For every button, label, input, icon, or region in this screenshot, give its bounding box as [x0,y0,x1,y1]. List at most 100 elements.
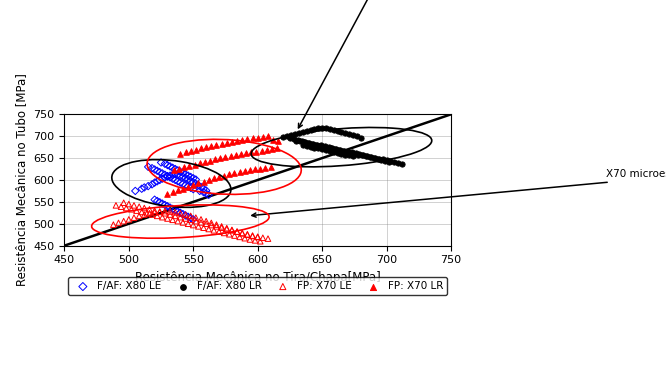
F/AF: X80 LE: (510, 580): X80 LE: (510, 580) [137,186,147,192]
F/AF: X80 LE: (555, 575): X80 LE: (555, 575) [194,188,205,194]
FP: X70 LR: (570, 607): X70 LR: (570, 607) [214,174,224,180]
F/AF: X80 LR: (680, 697): X80 LR: (680, 697) [356,135,366,141]
F/AF: X80 LR: (672, 662): X80 LR: (672, 662) [345,150,356,156]
FP: X70 LE: (540, 524): X70 LE: (540, 524) [175,210,186,216]
F/AF: X80 LR: (676, 661): X80 LR: (676, 661) [350,150,361,156]
FP: X70 LE: (528, 529): X70 LE: (528, 529) [160,208,170,214]
F/AF: X80 LR: (652, 677): X80 LR: (652, 677) [320,143,330,149]
FP: X70 LE: (516, 524): X70 LE: (516, 524) [144,210,155,216]
F/AF: X80 LR: (659, 714): X80 LR: (659, 714) [328,127,339,133]
F/AF: X80 LE: (556, 584): X80 LE: (556, 584) [196,184,206,190]
FP: X70 LE: (522, 518): X70 LE: (522, 518) [152,213,163,219]
F/AF: X80 LR: (694, 649): X80 LR: (694, 649) [374,155,384,161]
F/AF: X80 LR: (679, 659): X80 LR: (679, 659) [354,151,365,157]
FP: X70 LE: (504, 542): X70 LE: (504, 542) [129,203,139,209]
FP: X70 LR: (616, 688): X70 LR: (616, 688) [273,138,284,144]
FP: X70 LR: (535, 622): X70 LR: (535, 622) [168,167,179,173]
FP: X70 LE: (552, 506): X70 LE: (552, 506) [190,218,201,224]
F/AF: X80 LR: (709, 639): X80 LR: (709, 639) [393,160,404,166]
F/AF: X80 LE: (546, 516): X80 LE: (546, 516) [182,214,193,220]
F/AF: X80 LE: (526, 603): X80 LE: (526, 603) [157,176,168,182]
F/AF: X80 LR: (712, 637): X80 LR: (712, 637) [397,161,408,167]
F/AF: X80 LR: (697, 647): X80 LR: (697, 647) [378,157,388,162]
F/AF: X80 LR: (628, 693): X80 LR: (628, 693) [288,136,299,142]
FP: X70 LR: (590, 620): X70 LR: (590, 620) [240,168,250,174]
FP: X70 LE: (496, 506): X70 LE: (496, 506) [119,218,129,224]
F/AF: X80 LE: (552, 601): X80 LE: (552, 601) [190,177,201,183]
F/AF: X80 LR: (666, 666): X80 LR: (666, 666) [338,148,348,154]
F/AF: X80 LE: (560, 576): X80 LE: (560, 576) [201,187,212,193]
FP: X70 LR: (592, 693): X70 LR: (592, 693) [242,136,252,142]
F/AF: X80 LR: (646, 681): X80 LR: (646, 681) [312,142,322,148]
F/AF: X80 LR: (691, 651): X80 LR: (691, 651) [370,155,380,161]
FP: X70 LR: (595, 663): X70 LR: (595, 663) [246,150,256,155]
FP: X70 LR: (539, 626): X70 LR: (539, 626) [174,165,184,171]
F/AF: X80 LR: (651, 676): X80 LR: (651, 676) [318,144,329,150]
F/AF: X80 LR: (650, 719): X80 LR: (650, 719) [317,125,328,131]
F/AF: X80 LE: (534, 628): X80 LE: (534, 628) [167,165,178,171]
F/AF: X80 LE: (528, 606): X80 LE: (528, 606) [160,174,170,180]
F/AF: X80 LR: (620, 698): X80 LR: (620, 698) [278,134,289,140]
FP: X70 LR: (578, 613): X70 LR: (578, 613) [224,171,234,177]
F/AF: X80 LE: (522, 621): X80 LE: (522, 621) [152,168,163,174]
F/AF: X80 LR: (668, 658): X80 LR: (668, 658) [340,152,350,158]
FP: X70 LE: (520, 530): X70 LE: (520, 530) [149,208,160,214]
FP: X70 LE: (556, 510): X70 LE: (556, 510) [196,216,206,222]
FP: X70 LR: (579, 655): X70 LR: (579, 655) [225,153,236,159]
F/AF: X80 LR: (660, 670): X80 LR: (660, 670) [330,147,340,152]
F/AF: X80 LE: (528, 543): X80 LE: (528, 543) [160,202,170,208]
F/AF: X80 LR: (681, 656): X80 LR: (681, 656) [357,152,368,158]
FP: X70 LR: (600, 697): X70 LR: (600, 697) [252,135,263,141]
FP: X70 LE: (560, 500): X70 LE: (560, 500) [201,221,212,227]
F/AF: X80 LR: (702, 642): X80 LR: (702, 642) [384,159,394,165]
FP: X70 LR: (544, 663): X70 LR: (544, 663) [180,150,191,155]
FP: X70 LR: (546, 584): X70 LR: (546, 584) [182,184,193,190]
F/AF: X80 LE: (536, 600): X80 LE: (536, 600) [170,177,180,183]
FP: X70 LE: (518, 521): X70 LE: (518, 521) [147,211,157,217]
F/AF: X80 LR: (644, 716): X80 LR: (644, 716) [309,126,320,132]
F/AF: X80 LR: (675, 660): X80 LR: (675, 660) [349,151,360,157]
FP: X70 LR: (563, 644): X70 LR: (563, 644) [204,158,215,164]
Text: X80 microestrutura ferrita/ferrita  acicular: X80 microestrutura ferrita/ferrita acicu… [298,0,549,128]
FP: X70 LE: (592, 475): X70 LE: (592, 475) [242,232,252,238]
FP: X70 LE: (604, 468): X70 LE: (604, 468) [258,235,268,241]
F/AF: X80 LR: (653, 718): X80 LR: (653, 718) [320,125,331,131]
FP: X70 LE: (512, 536): X70 LE: (512, 536) [139,205,150,211]
FP: X70 LR: (610, 630): X70 LR: (610, 630) [265,164,276,170]
F/AF: X80 LE: (554, 588): X80 LE: (554, 588) [193,182,204,188]
FP: X70 LE: (602, 460): X70 LE: (602, 460) [255,238,266,244]
F/AF: X80 LR: (629, 706): X80 LR: (629, 706) [290,131,300,137]
F/AF: X80 LR: (662, 712): X80 LR: (662, 712) [332,128,343,134]
FP: X70 LR: (554, 592): X70 LR: (554, 592) [193,181,204,187]
F/AF: X80 LE: (505, 575): X80 LE: (505, 575) [130,188,141,194]
F/AF: X80 LR: (647, 718): X80 LR: (647, 718) [313,125,324,131]
F/AF: X80 LR: (658, 673): X80 LR: (658, 673) [327,145,338,151]
F/AF: X80 LR: (667, 667): X80 LR: (667, 667) [339,148,350,154]
F/AF: X80 LR: (641, 676): X80 LR: (641, 676) [305,144,316,150]
FP: X70 LE: (526, 515): X70 LE: (526, 515) [157,214,168,220]
F/AF: X80 LR: (650, 670): X80 LR: (650, 670) [317,147,328,152]
FP: X70 LR: (572, 683): X70 LR: (572, 683) [216,141,227,147]
F/AF: X80 LR: (677, 700): X80 LR: (677, 700) [352,133,362,139]
FP: X70 LE: (532, 528): X70 LE: (532, 528) [165,209,175,214]
F/AF: X80 LR: (706, 641): X80 LR: (706, 641) [389,159,400,165]
F/AF: X80 LR: (635, 710): X80 LR: (635, 710) [298,129,308,135]
F/AF: X80 LR: (633, 688): X80 LR: (633, 688) [295,138,306,144]
FP: X70 LR: (566, 604): X70 LR: (566, 604) [208,175,219,181]
F/AF: X80 LE: (550, 579): X80 LE: (550, 579) [188,186,198,192]
FP: X70 LR: (550, 588): X70 LR: (550, 588) [188,182,198,188]
F/AF: X80 LE: (522, 552): X80 LE: (522, 552) [152,198,163,204]
F/AF: X80 LR: (639, 684): X80 LR: (639, 684) [302,140,313,146]
F/AF: X80 LE: (540, 525): X80 LE: (540, 525) [175,210,186,216]
FP: X70 LE: (572, 491): X70 LE: (572, 491) [216,225,227,231]
Y-axis label: Resistência Mecânica no Tubo [MPa]: Resistência Mecânica no Tubo [MPa] [15,73,28,286]
FP: X70 LE: (532, 521): X70 LE: (532, 521) [165,211,175,217]
F/AF: X80 LR: (674, 654): X80 LR: (674, 654) [348,153,358,159]
FP: X70 LE: (562, 488): X70 LE: (562, 488) [203,226,214,232]
F/AF: X80 LE: (525, 640): X80 LE: (525, 640) [156,160,166,165]
FP: X70 LE: (564, 497): X70 LE: (564, 497) [206,222,216,228]
FP: X70 LR: (542, 580): X70 LR: (542, 580) [178,186,188,192]
F/AF: X80 LR: (703, 643): X80 LR: (703, 643) [385,158,396,164]
F/AF: X80 LE: (532, 606): X80 LE: (532, 606) [165,174,175,180]
FP: X70 LR: (582, 616): X70 LR: (582, 616) [229,170,240,176]
